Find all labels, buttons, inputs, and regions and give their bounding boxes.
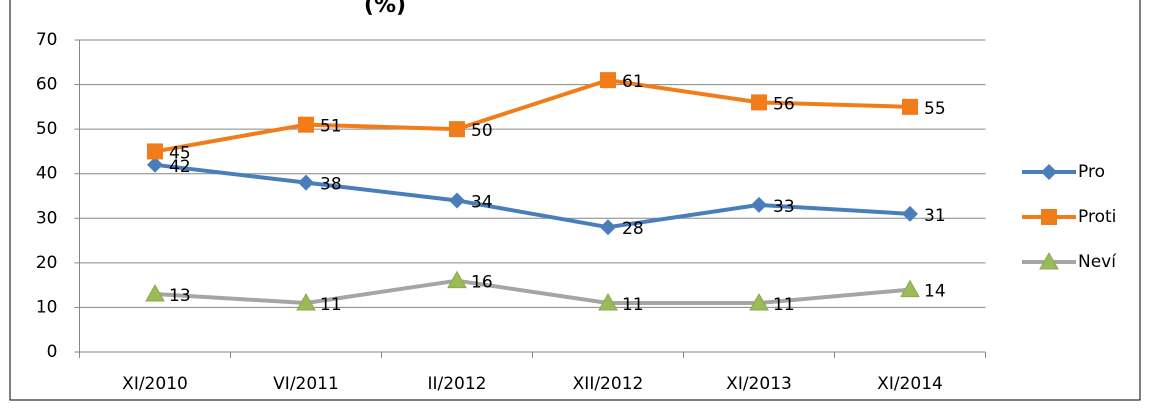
marker: [751, 196, 767, 213]
x-tick-label: VI/2011: [273, 374, 339, 394]
y-tick-label: 10: [36, 297, 58, 317]
marker: [600, 219, 616, 236]
marker: [902, 98, 918, 115]
y-tick-label: 60: [36, 75, 58, 95]
marker: [749, 292, 769, 311]
y-tick-label: 30: [36, 208, 58, 228]
y-tick-label: 40: [36, 164, 58, 184]
marker: [1041, 164, 1057, 180]
marker: [600, 72, 616, 89]
marker: [147, 156, 163, 173]
marker: [449, 121, 465, 138]
chart-title: (%): [364, 0, 406, 18]
legend-label: Proti: [1078, 207, 1116, 227]
marker: [145, 284, 165, 302]
x-tick-label: XI/2013: [726, 374, 792, 394]
marker: [598, 292, 618, 311]
marker: [1041, 209, 1057, 225]
marker: [1039, 251, 1059, 270]
y-tick-label: 20: [36, 253, 58, 273]
marker: [751, 94, 767, 111]
chart-border: [9, 0, 1141, 401]
data-label: 38: [320, 175, 342, 195]
data-label: 11: [622, 295, 644, 315]
x-tick-label: II/2012: [427, 374, 486, 394]
data-label: 33: [773, 197, 795, 217]
marker: [147, 143, 163, 160]
x-tick-label: XII/2012: [573, 374, 644, 394]
data-label: 45: [169, 143, 191, 163]
y-tick-label: 70: [36, 30, 58, 50]
data-label: 50: [471, 121, 493, 141]
series-line: [154, 278, 911, 305]
x-tick-label: XI/2010: [122, 374, 188, 394]
y-tick-label: 0: [47, 342, 58, 362]
marker: [298, 116, 314, 133]
marker: [902, 205, 918, 222]
data-label: 61: [622, 72, 644, 92]
series-line: [154, 162, 911, 230]
data-label: 14: [924, 282, 946, 302]
data-label: 11: [773, 295, 795, 315]
y-tick-label: 50: [36, 119, 58, 139]
marker: [449, 192, 465, 209]
data-label: 16: [471, 273, 493, 293]
data-label: 31: [924, 206, 946, 226]
data-label: 34: [471, 192, 493, 212]
marker: [900, 279, 920, 298]
marker: [298, 174, 314, 191]
data-label: 13: [169, 286, 191, 306]
data-label: 11: [320, 295, 342, 315]
data-label: 56: [773, 94, 795, 114]
data-label: 55: [924, 99, 946, 119]
marker: [296, 292, 316, 311]
x-tick-label: XI/2014: [877, 374, 943, 394]
legend-label: Neví: [1078, 252, 1117, 272]
data-label: 51: [320, 117, 342, 137]
data-label: 28: [622, 219, 644, 239]
series-line: [154, 78, 911, 154]
data-label: 42: [169, 157, 191, 177]
marker: [447, 270, 467, 289]
legend-label: Pro: [1078, 162, 1105, 182]
